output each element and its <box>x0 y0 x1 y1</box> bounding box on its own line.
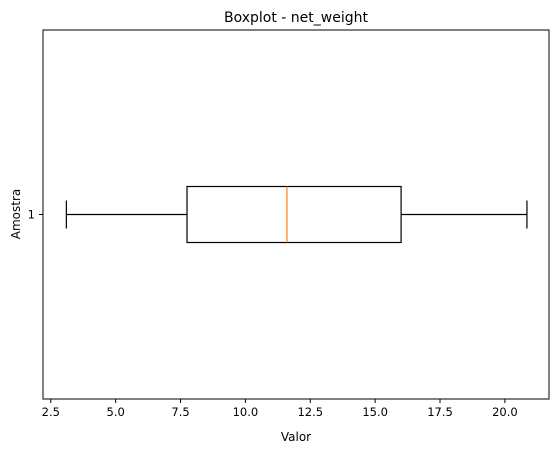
interquartile-box <box>186 185 402 244</box>
x-tick-label: 2.5 <box>42 405 60 419</box>
y-tick-label: 1 <box>28 208 35 222</box>
x-tick-label: 5.0 <box>107 405 125 419</box>
x-tick-label: 10.0 <box>233 405 259 419</box>
x-tick-label: 15.0 <box>362 405 388 419</box>
x-tick-label: 7.5 <box>171 405 189 419</box>
chart-title: Boxplot - net_weight <box>224 10 368 26</box>
x-tick-label: 12.5 <box>297 405 323 419</box>
y-axis: 1 <box>28 208 43 222</box>
x-tick-label: 17.5 <box>427 405 453 419</box>
box-series <box>65 185 528 244</box>
x-axis-label: Valor <box>281 430 311 444</box>
x-tick-label: 20.0 <box>492 405 518 419</box>
x-axis: 2.5 5.0 7.5 10.0 12.5 15.0 17.5 20.0 <box>42 399 518 419</box>
y-axis-label: Amostra <box>9 189 23 239</box>
